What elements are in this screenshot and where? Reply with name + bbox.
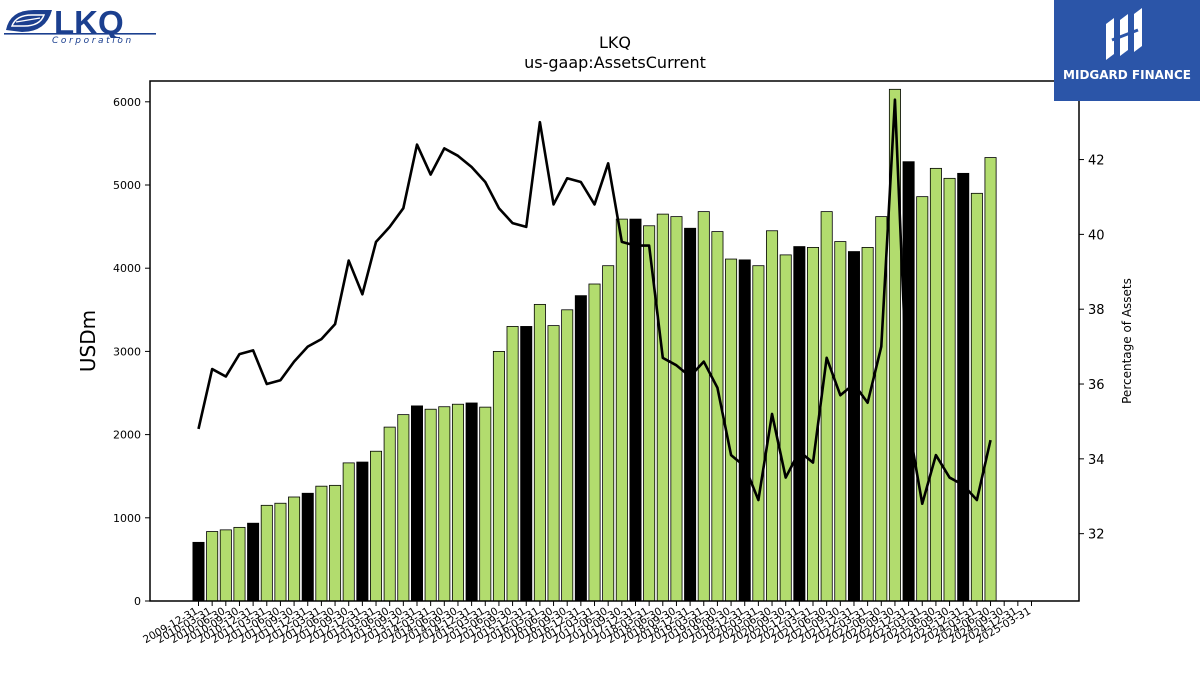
midgard-finance-logo: MIDGARD FINANCE (1054, 0, 1200, 101)
y-tick-label: 3000 (113, 345, 141, 358)
y-axis-label: USDm (76, 310, 100, 372)
chart-title: LKQ (599, 33, 631, 52)
bar (793, 246, 806, 602)
bar (738, 259, 751, 602)
bar (684, 227, 697, 602)
y-tick-label: 4000 (113, 262, 141, 275)
x-axis: 2009-12-312010-03-312010-06-302010-09-30… (141, 601, 1033, 646)
bar (424, 408, 437, 602)
bar (970, 192, 983, 602)
bar (533, 303, 546, 602)
bar (506, 326, 519, 602)
lkq-logo-subtext: Corporation (52, 36, 134, 46)
bar (520, 326, 533, 602)
lkq-logo-text: LKQ (54, 4, 124, 38)
y-tick-label: 5000 (113, 179, 141, 192)
bar (438, 406, 451, 602)
bar (984, 157, 997, 602)
bar (492, 350, 505, 602)
bar (834, 241, 847, 602)
y-tick-label: 0 (134, 595, 141, 608)
lkq-emblem-icon: LKQ (6, 4, 124, 41)
bar (410, 405, 423, 602)
bar (916, 196, 929, 602)
y-tick-label: 6000 (113, 96, 141, 109)
bar (329, 484, 342, 602)
lkq-logo: LKQ (4, 4, 160, 48)
bar (656, 213, 669, 602)
bar (820, 211, 833, 602)
midgard-emblem-icon (1106, 8, 1142, 60)
bar (315, 485, 328, 602)
y2-tick-label: 32 (1088, 528, 1105, 543)
plot-frame (149, 80, 1080, 602)
bar (192, 541, 205, 602)
bar (943, 177, 956, 602)
lkq-underline (4, 33, 156, 35)
y2-tick-label: 42 (1088, 154, 1105, 169)
bar (629, 218, 642, 602)
bar (697, 211, 710, 602)
bar (752, 265, 765, 602)
bar (779, 254, 792, 602)
bar (260, 504, 273, 602)
bar (288, 496, 301, 602)
y-axis-right: 32 34 36 38 40 42 (1079, 154, 1105, 543)
bar (847, 251, 860, 602)
y-tick-label: 1000 (113, 512, 141, 525)
bar (670, 216, 683, 602)
y2-tick-label: 36 (1088, 378, 1105, 393)
bar (383, 426, 396, 602)
percentage-line (197, 98, 992, 506)
y-axis-left: 0 1000 2000 3000 4000 5000 6000 (113, 96, 150, 608)
bar (902, 161, 915, 602)
bar (233, 526, 246, 602)
y2-axis-label: Percentage of Assets (1120, 278, 1134, 404)
bar (370, 450, 383, 602)
bar (274, 502, 287, 602)
bar (397, 414, 410, 602)
bar (219, 529, 232, 602)
bar (301, 492, 314, 602)
bar (247, 522, 260, 602)
bar (602, 265, 615, 602)
bar (861, 246, 874, 602)
bar (615, 218, 628, 602)
midgard-finance-name: MIDGARD FINANCE (1063, 68, 1191, 82)
bar-group (192, 88, 997, 602)
bar (588, 283, 601, 602)
y2-tick-label: 38 (1088, 303, 1105, 318)
bar (479, 406, 492, 602)
bar (957, 172, 970, 602)
y-tick-label: 2000 (113, 429, 141, 442)
bar (711, 231, 724, 602)
chart-subtitle: us-gaap:AssetsCurrent (524, 53, 706, 72)
y2-tick-label: 34 (1088, 453, 1105, 468)
bar (547, 325, 560, 602)
bar (206, 531, 219, 602)
y2-tick-label: 40 (1088, 228, 1105, 243)
bar (465, 402, 478, 602)
bar (574, 295, 587, 602)
bar (356, 461, 369, 602)
bar (342, 462, 355, 602)
bar (929, 167, 942, 602)
bar (451, 403, 464, 602)
bar (561, 309, 574, 602)
